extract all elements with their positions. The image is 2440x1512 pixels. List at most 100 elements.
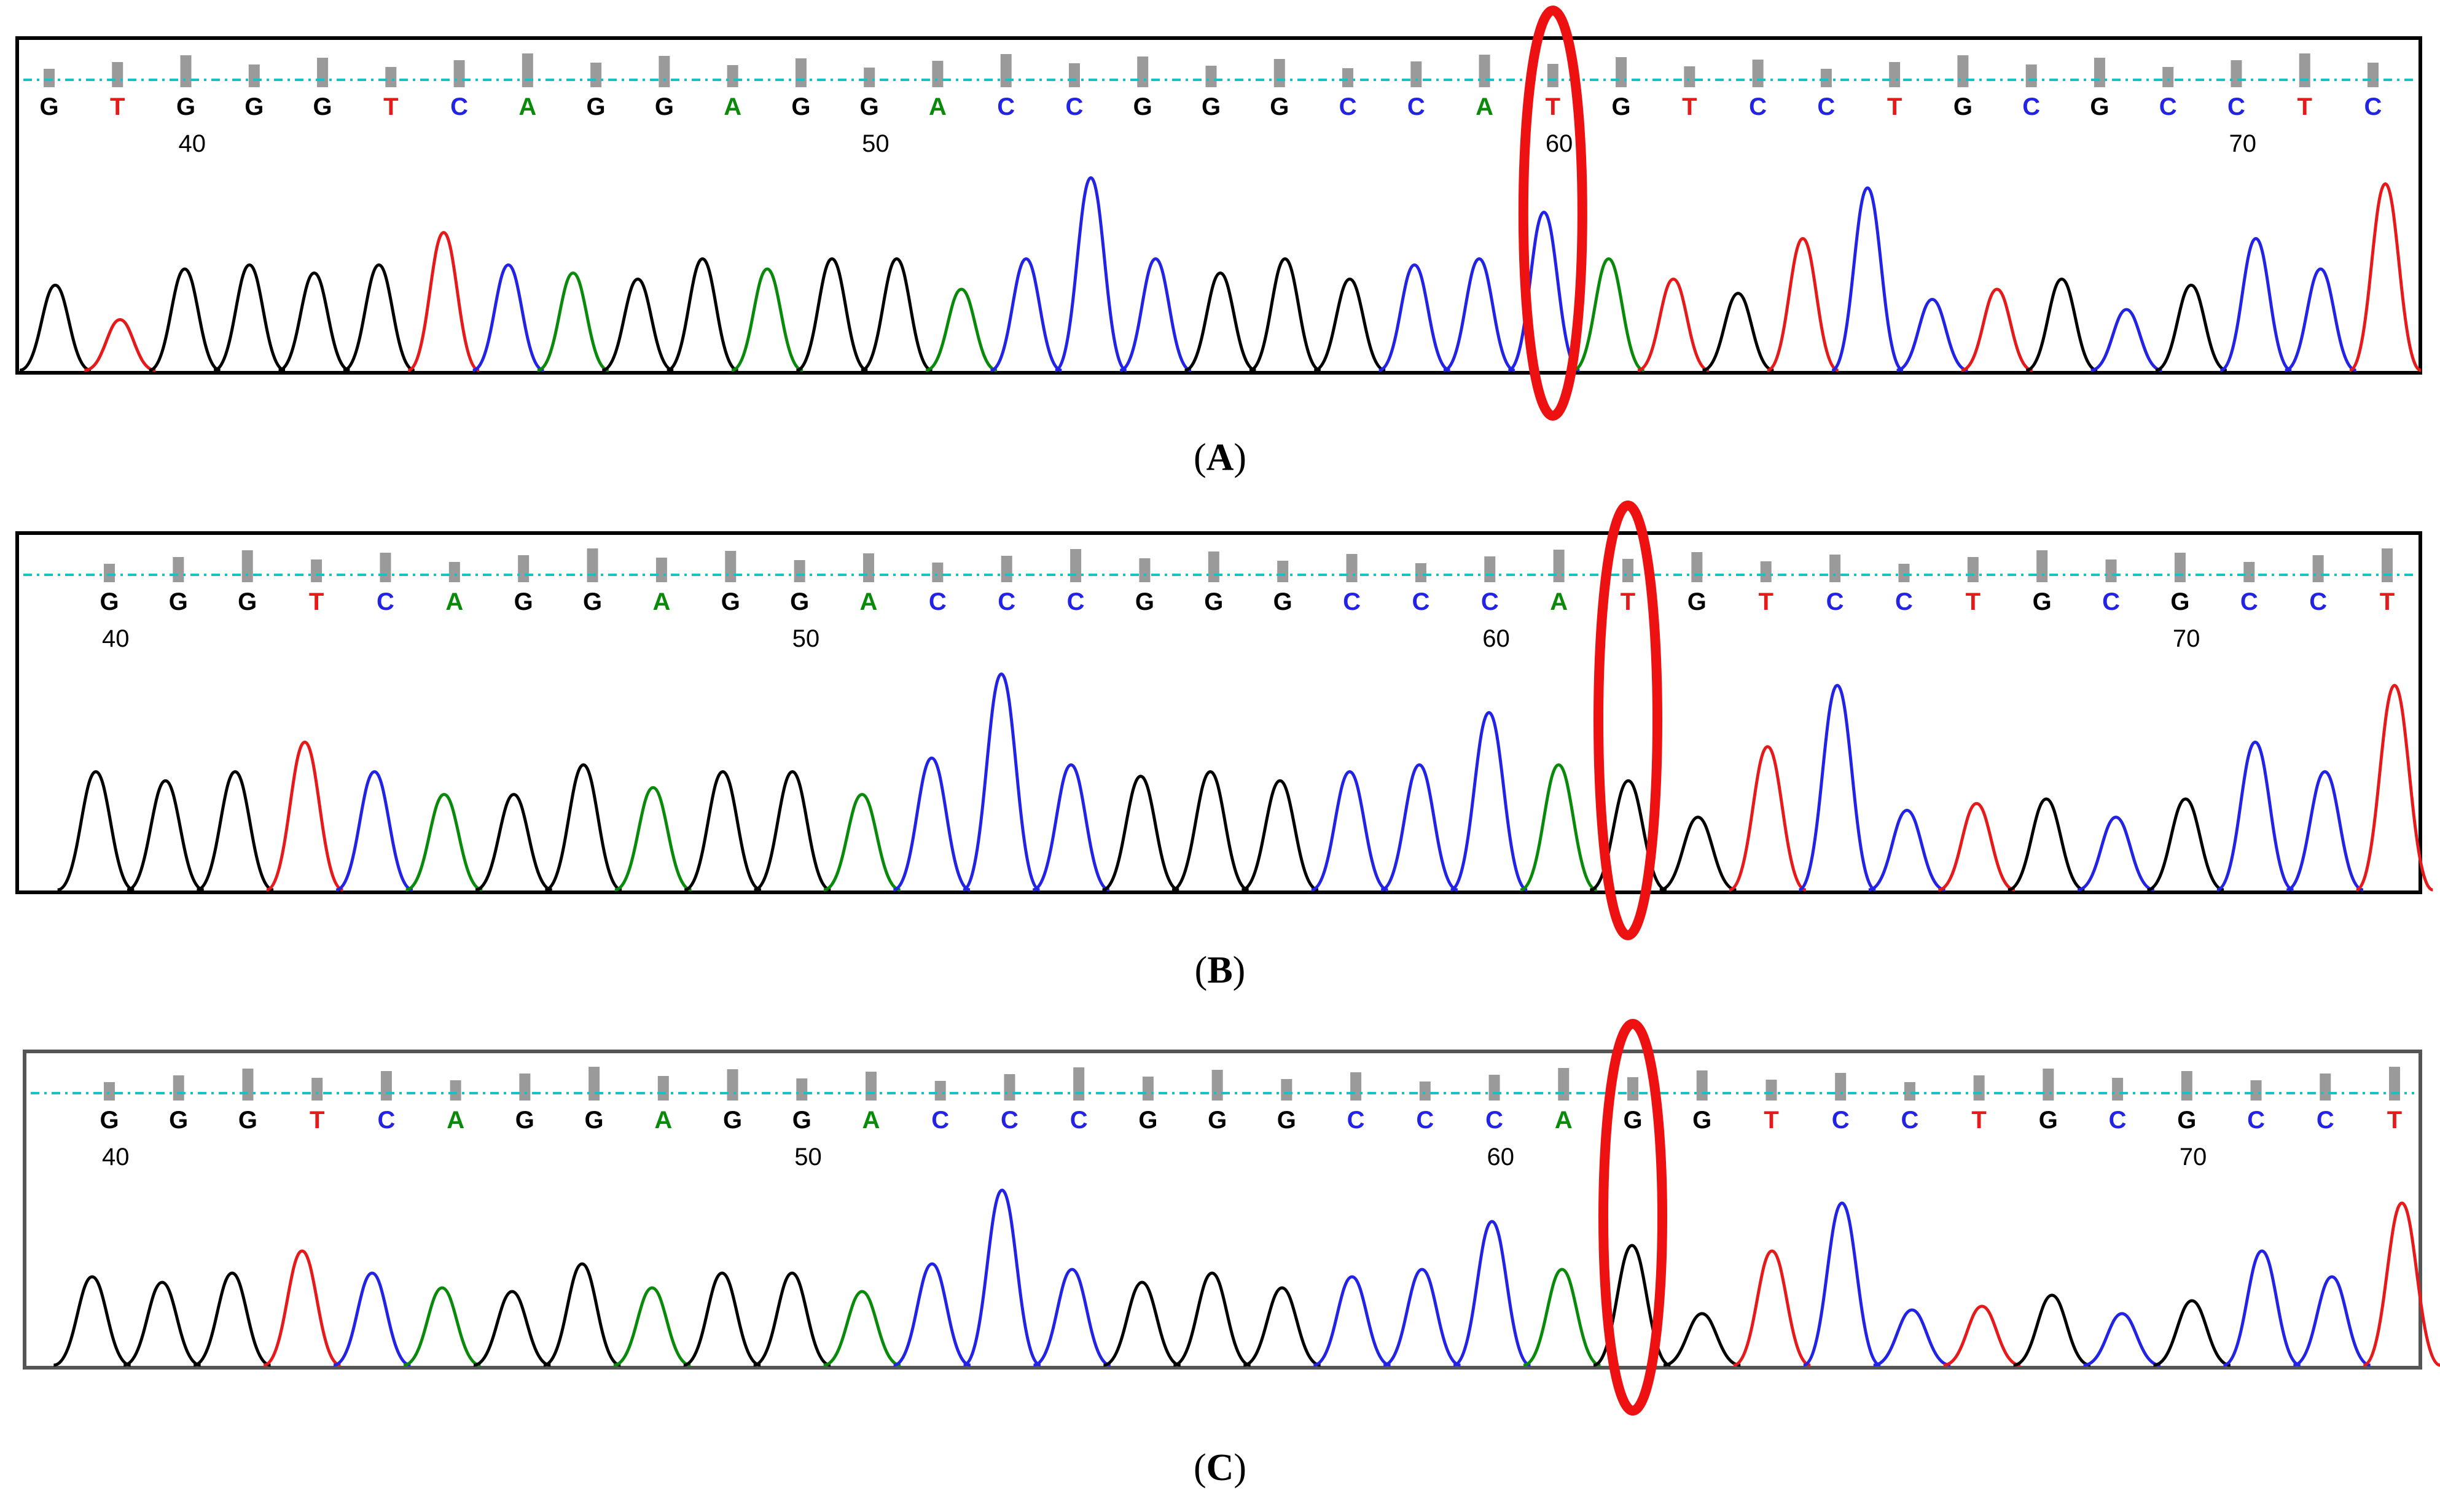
quality-bar	[1073, 1067, 1085, 1101]
trace-peak	[1184, 271, 1257, 372]
position-label: 60	[1546, 130, 1573, 157]
base-call-letter: G	[1135, 588, 1154, 615]
quality-bar	[104, 1082, 115, 1101]
position-label: 70	[2180, 1144, 2207, 1171]
trace-peak	[2008, 797, 2086, 892]
quality-bar	[1004, 1074, 1015, 1101]
trace-peak	[613, 1286, 691, 1367]
base-call-letter: C	[1412, 588, 1429, 615]
quality-bar	[2231, 60, 2242, 87]
trace-peak	[2025, 277, 2098, 372]
quality-bar	[1137, 57, 1149, 87]
base-call-letter: T	[1546, 93, 1560, 120]
base-call-letter: C	[1901, 1107, 1918, 1134]
trace-peak	[2155, 283, 2227, 372]
base-call-letter: T	[1682, 93, 1697, 120]
base-call-letter: G	[655, 93, 674, 120]
trace-peak	[1896, 297, 1969, 372]
trace-peak	[753, 1271, 831, 1367]
base-call-letter: G	[1204, 588, 1223, 615]
trace-peak	[537, 271, 609, 372]
base-call-letter: C	[1339, 93, 1357, 120]
quality-bar	[522, 53, 533, 87]
base-call-letter: C	[1895, 588, 1913, 615]
trace-peak	[925, 287, 998, 372]
trace-peak	[472, 263, 545, 372]
trace-peak	[753, 770, 832, 892]
base-call-letter: C	[1347, 1107, 1365, 1134]
trace-peak	[2355, 684, 2434, 892]
quality-bar	[727, 65, 738, 87]
position-label: 40	[102, 625, 130, 652]
quality-bar	[1346, 554, 1358, 582]
base-call-letter: T	[2297, 93, 2312, 120]
base-call-letter: G	[2039, 1107, 2058, 1134]
trace-peak	[2219, 236, 2293, 372]
base-call-letter: G	[2177, 1107, 2196, 1134]
quality-bar	[1752, 60, 1764, 87]
base-call-letter: A	[654, 1107, 672, 1134]
base-call-letter: G	[1953, 93, 1973, 120]
trace-peak	[2077, 816, 2155, 892]
quality-bar	[1139, 558, 1151, 582]
trace-peak	[1378, 263, 1451, 372]
base-call-letter: G	[1623, 1107, 1642, 1134]
quality-bar	[448, 562, 460, 582]
trace-peak	[2286, 770, 2364, 892]
base-call-letter: G	[1277, 1107, 1296, 1134]
base-call-letter: G	[100, 1107, 119, 1134]
quality-bar	[1760, 561, 1772, 582]
trace-peak	[2223, 1249, 2301, 1367]
quality-bar	[932, 61, 944, 87]
quality-bar	[242, 1069, 254, 1101]
base-call-letter: G	[790, 588, 809, 615]
base-call-letter: T	[1759, 588, 1773, 615]
quality-bar	[727, 1069, 738, 1101]
quality-bar	[1415, 563, 1426, 582]
trace-peak	[265, 740, 344, 892]
trace-peak	[666, 257, 739, 372]
trace-peak	[1798, 684, 1877, 892]
base-call-letter: A	[860, 588, 878, 615]
quality-bar	[1691, 552, 1703, 582]
quality-bar	[2320, 1074, 2331, 1101]
quality-bar	[1070, 549, 1082, 582]
quality-bar	[1898, 564, 1910, 582]
trace-peak	[1702, 292, 1774, 372]
quality-bar	[1068, 63, 1080, 87]
base-call-letter: C	[1817, 93, 1835, 120]
base-call-letter: C	[1407, 93, 1425, 120]
quality-bar	[2243, 562, 2255, 582]
base-call-letter: C	[2109, 1107, 2127, 1134]
base-call-letter: A	[724, 93, 741, 120]
base-call-letter: C	[1485, 1107, 1503, 1134]
trace-peak	[1733, 1249, 1811, 1367]
base-call-letter: C	[1067, 588, 1085, 615]
trace-peak	[2284, 267, 2357, 372]
position-label: 60	[1482, 625, 1510, 652]
base-call-letter: C	[1749, 93, 1767, 120]
variant-highlight-ellipse	[1518, 6, 1587, 421]
base-call-letter: G	[2090, 93, 2109, 120]
trace-peak	[2153, 1299, 2231, 1367]
quality-bar	[1211, 1070, 1223, 1101]
trace-peak	[53, 1275, 131, 1367]
caption-open-paren: (	[1194, 437, 1206, 478]
quality-bar	[380, 1071, 392, 1101]
quality-bar	[1889, 62, 1901, 87]
base-call-letter: G	[1692, 1107, 1711, 1134]
base-call-letter: C	[2247, 1107, 2265, 1134]
trace-peak	[601, 277, 674, 372]
trace-peak	[1101, 774, 1179, 892]
base-call-letter: C	[450, 93, 468, 120]
base-call-letter: G	[585, 1107, 604, 1134]
quality-bar	[866, 1072, 877, 1101]
quality-bar	[864, 68, 875, 87]
trace-peak	[893, 1262, 971, 1367]
base-call-letter: G	[587, 93, 606, 120]
quality-bar	[311, 1078, 323, 1101]
base-call-letter: C	[1481, 588, 1499, 615]
position-label: 50	[792, 625, 820, 652]
quality-bar	[587, 548, 598, 582]
